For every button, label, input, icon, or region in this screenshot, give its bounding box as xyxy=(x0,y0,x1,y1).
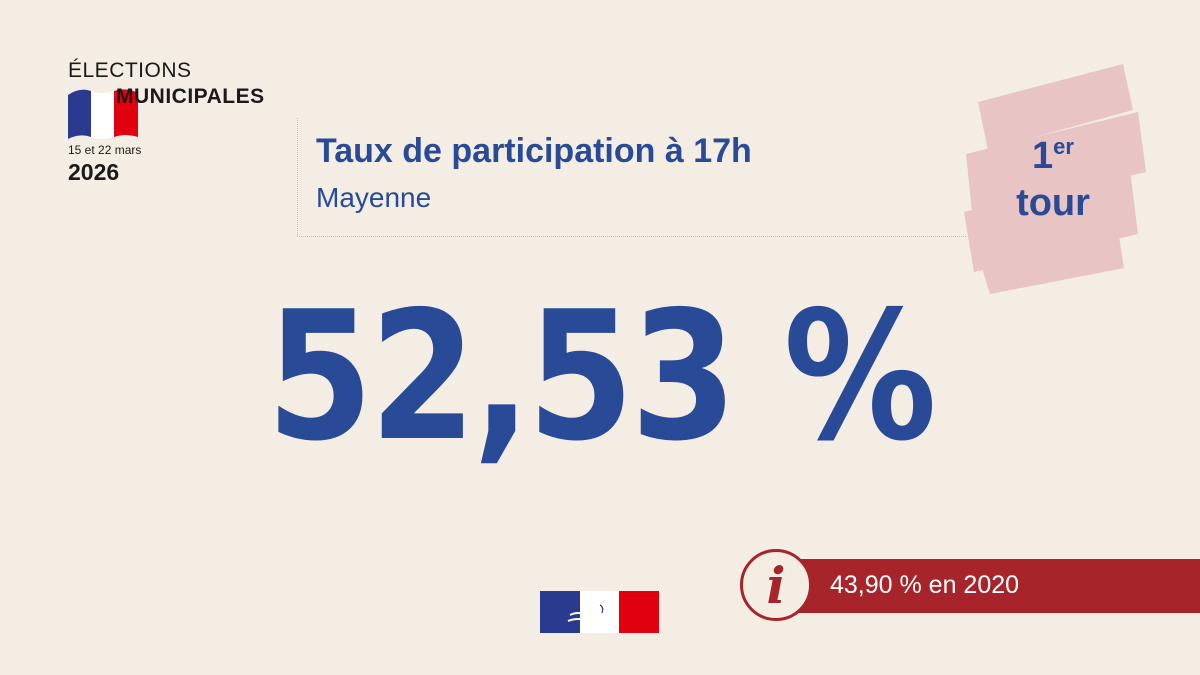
round-badge: 1er tour xyxy=(958,62,1148,294)
french-flag-icon xyxy=(68,89,138,139)
page-subtitle: Mayenne xyxy=(316,182,432,213)
info-icon: i xyxy=(740,549,812,621)
elections-logo: ÉLECTIONS MUNICIPALES 15 et 22 mars 2026 xyxy=(62,55,292,195)
header: Taux de participation à 17h Mayenne xyxy=(297,118,966,237)
logo-line-municipales: MUNICIPALES xyxy=(116,85,265,108)
info-bar: 43,90 % en 2020 xyxy=(760,559,1200,613)
logo-dates: 15 et 22 mars xyxy=(68,143,142,157)
page-title: Taux de participation à 17h xyxy=(316,132,752,170)
badge-ordinal: 1er xyxy=(958,134,1148,178)
badge-tour-label: tour xyxy=(1016,182,1090,224)
brush-stroke-shape xyxy=(964,64,1146,294)
badge-number: 1 xyxy=(1032,135,1054,177)
logo-year: 2026 xyxy=(68,159,120,185)
badge-superscript: er xyxy=(1053,134,1074,159)
participation-rate: 52,53 % xyxy=(266,273,937,480)
republique-francaise-logo xyxy=(540,591,659,633)
info-text: 43,90 % en 2020 xyxy=(830,571,1020,599)
logo-line-elections: ÉLECTIONS xyxy=(68,59,192,82)
